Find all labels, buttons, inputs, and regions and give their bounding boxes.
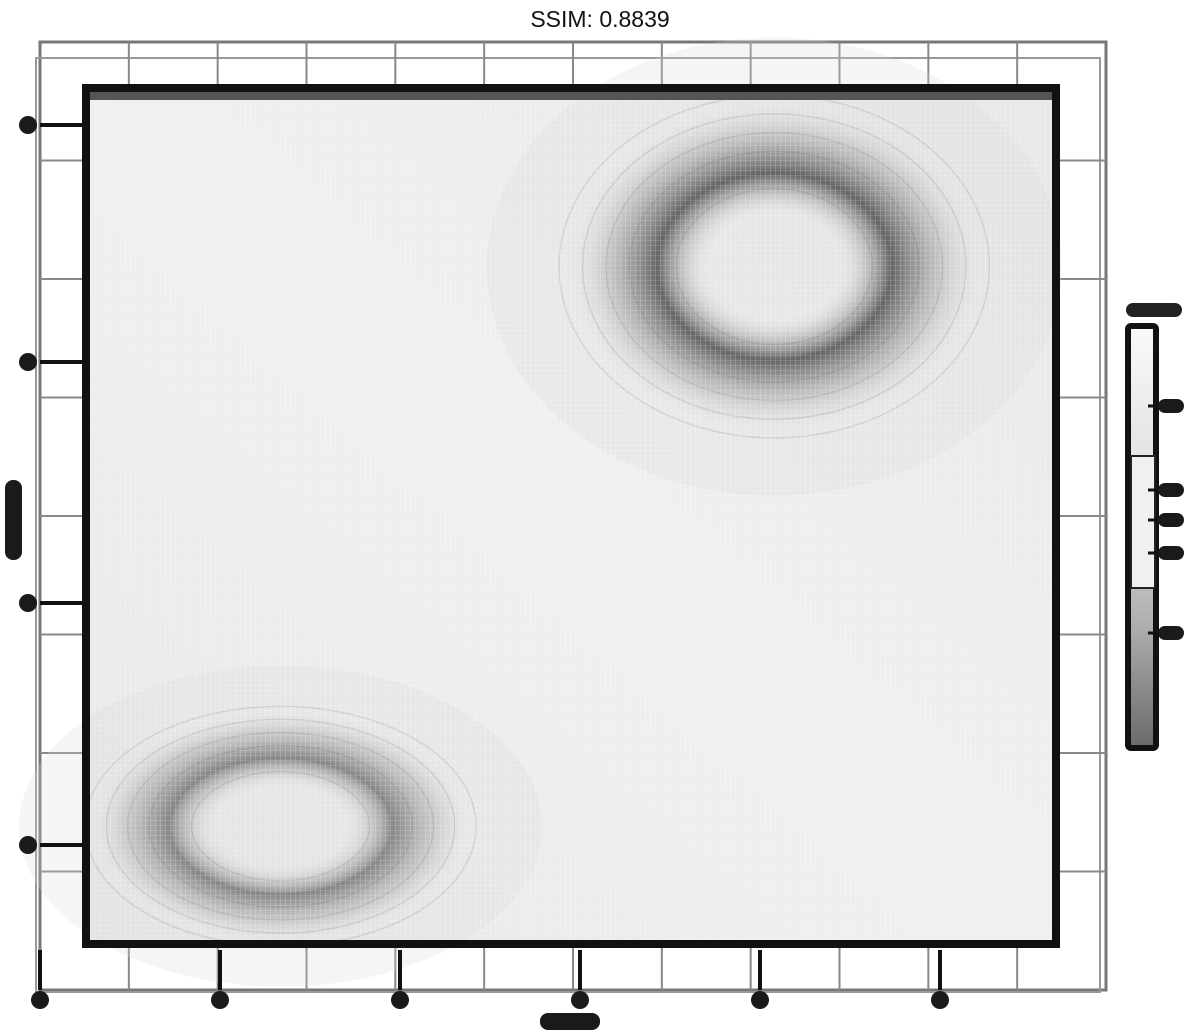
x-tick-label-blob [391,991,409,1009]
y-axis-title-blob [5,480,22,560]
legend-title-blob [1126,303,1182,317]
x-tick-label-blob [31,991,49,1009]
legend-ticks [1148,399,1184,640]
plot-texture [87,97,1055,945]
y-tick-label-blob [19,836,37,854]
chart-title: SSIM: 0.8839 [530,6,669,32]
legend-overlay-inner [1130,455,1156,589]
plot-panel [19,37,1062,987]
x-tick-label-blob [751,991,769,1009]
y-tick-label-blob [19,116,37,134]
x-tick-label-blob [211,991,229,1009]
legend [1125,303,1184,751]
legend-tick-label-blob [1158,483,1184,497]
x-axis-title-blob [540,1013,600,1030]
grid-border-secondary [35,57,1101,993]
plot-frame [82,84,1060,948]
axes [5,116,949,1030]
y-tick-label-blob [19,594,37,612]
x-tick-label-blob [571,991,589,1009]
legend-tick-label-blob [1158,399,1184,413]
x-tick-label-blob [931,991,949,1009]
y-tick-label-blob [19,353,37,371]
legend-tick-label-blob [1158,513,1184,527]
legend-tick-label-blob [1158,626,1184,640]
legend-tick-label-blob [1158,546,1184,560]
